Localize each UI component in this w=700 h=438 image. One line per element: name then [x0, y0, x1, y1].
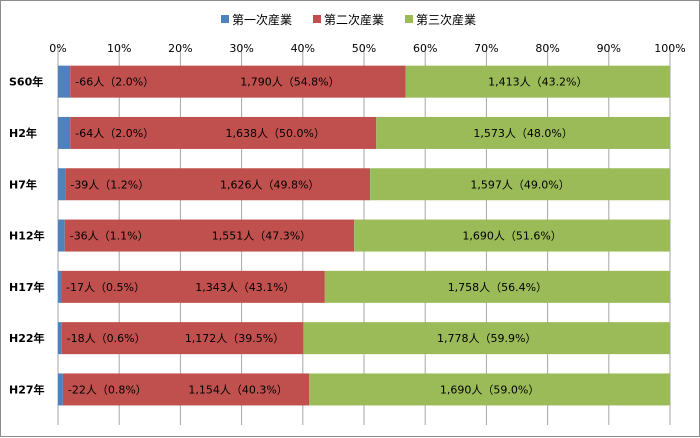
x-tick-label: 30% — [229, 42, 253, 55]
data-label: 1,597人（49.0%） — [470, 178, 569, 191]
data-label: 1,551人（47.3%） — [212, 230, 311, 243]
x-tick-label: 90% — [597, 42, 621, 55]
bar-segment — [65, 168, 371, 201]
data-label: 1,626人（49.8%） — [220, 178, 319, 191]
bar-segment — [64, 219, 355, 252]
bar-segment — [58, 270, 62, 303]
bar-segment — [405, 65, 670, 98]
x-tick-label: 0% — [49, 42, 66, 55]
x-tick-label: 100% — [654, 42, 685, 55]
bar-segment — [58, 322, 62, 355]
bar-segment — [61, 322, 304, 355]
bar-segment — [303, 322, 670, 355]
data-label: 1,790人（54.8%） — [240, 76, 339, 89]
bar-segment — [376, 116, 670, 149]
legend-swatch-2 — [313, 15, 321, 23]
data-label: 1,778人（59.9%） — [437, 332, 536, 345]
data-label: -64人（2.0%） — [75, 127, 154, 140]
data-label: 1,573人（48.0%） — [473, 127, 572, 140]
legend-swatch-1 — [221, 15, 229, 23]
legend-label-3: 第三次産業 — [416, 12, 476, 27]
category-label: H22年 — [9, 331, 45, 345]
data-label: 1,690人（51.6%） — [462, 230, 561, 243]
x-tick-label: 40% — [291, 42, 315, 55]
data-label: -18人（0.6%） — [67, 332, 146, 345]
data-label: 1,758人（56.4%） — [448, 281, 547, 294]
bar-segment — [370, 168, 670, 201]
bar-segment — [58, 219, 65, 252]
bar-segment — [70, 65, 406, 98]
bar-segment — [58, 116, 71, 149]
data-label: -17人（0.5%） — [66, 281, 145, 294]
bar-segment — [354, 219, 670, 252]
legend-label-1: 第一次産業 — [232, 12, 292, 27]
category-label: H12年 — [9, 229, 45, 243]
category-label: H17年 — [9, 280, 45, 294]
bar-segment — [309, 373, 670, 406]
x-tick-label: 10% — [107, 42, 131, 55]
data-label: -39人（1.2%） — [70, 178, 149, 191]
category-labels: S60年 H2年 H7年 H12年 H17年 H22年 H27年 — [9, 75, 45, 397]
x-tick-label: 80% — [535, 42, 559, 55]
legend-swatch-3 — [405, 15, 413, 23]
x-axis-ticks: 0% 10% 20% 30% 40% 50% 60% 70% 80% 90% 100% — [49, 42, 685, 55]
bar-segment — [58, 373, 63, 406]
bar-segment — [324, 270, 670, 303]
data-labels: -66人（2.0%） 1,790人（54.8%） 1,413人（43.2%） -64人… — [66, 76, 587, 397]
data-label: 1,690人（59.0%） — [440, 383, 539, 396]
data-label: 1,343人（43.1%） — [195, 281, 294, 294]
bar-segment — [58, 168, 66, 201]
bar-segment — [61, 270, 325, 303]
category-label: H27年 — [9, 382, 45, 396]
legend: 第一次産業 第二次産業 第三次産業 — [221, 12, 476, 27]
data-label: 1,413人（43.2%） — [488, 76, 587, 89]
bar-segment — [62, 373, 310, 406]
data-label: -22人（0.8%） — [68, 383, 147, 396]
legend-label-2: 第二次産業 — [324, 12, 384, 27]
bar-segment — [58, 65, 71, 98]
category-label: H2年 — [9, 126, 37, 140]
bars — [58, 65, 670, 406]
bar-segment — [70, 116, 377, 149]
x-tick-label: 50% — [352, 42, 376, 55]
data-label: -36人（1.1%） — [70, 230, 149, 243]
category-label: H7年 — [9, 177, 37, 191]
data-label: -66人（2.0%） — [75, 76, 154, 89]
x-tick-label: 60% — [413, 42, 437, 55]
data-label: 1,638人（50.0%） — [226, 127, 325, 140]
x-tick-label: 20% — [168, 42, 192, 55]
data-label: 1,154人（40.3%） — [188, 383, 287, 396]
category-label: S60年 — [9, 75, 43, 89]
data-label: 1,172人（39.5%） — [185, 332, 284, 345]
x-tick-label: 70% — [474, 42, 498, 55]
